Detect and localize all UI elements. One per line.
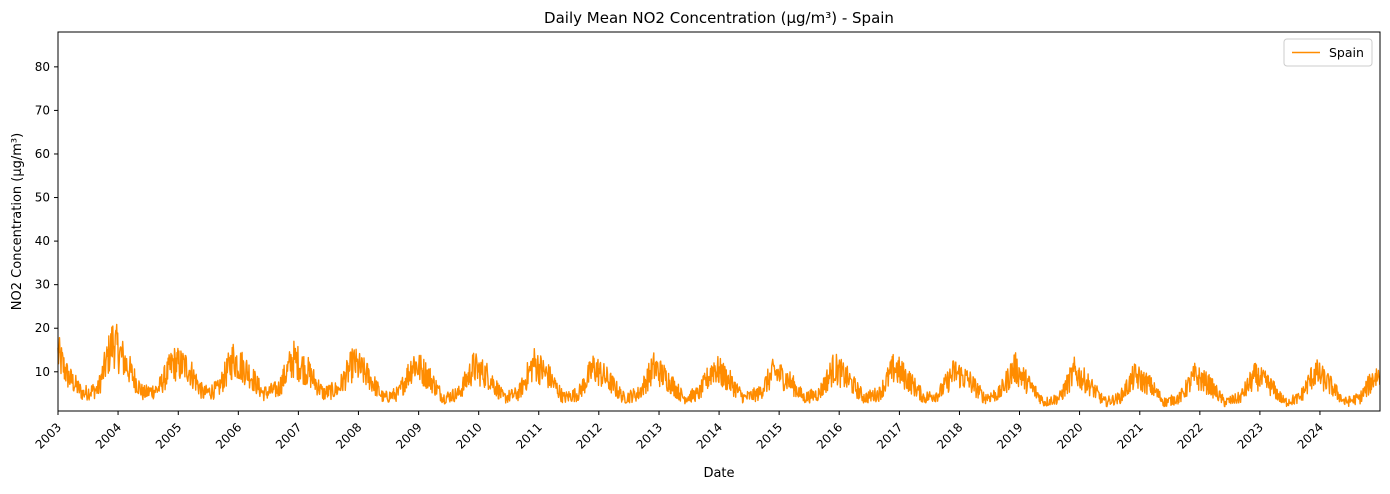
x-tick-label: 2010 — [453, 420, 484, 451]
y-tick-label: 10 — [35, 365, 50, 379]
chart-title: Daily Mean NO2 Concentration (µg/m³) - S… — [544, 9, 894, 27]
x-tick-label: 2009 — [393, 420, 424, 451]
x-tick-label: 2011 — [513, 420, 544, 451]
x-tick-label: 2023 — [1235, 420, 1266, 451]
x-tick-label: 2008 — [333, 420, 364, 451]
y-axis: 10 20 30 40 50 60 70 80 — [35, 60, 58, 379]
x-tick-label: 2024 — [1295, 420, 1326, 451]
x-tick-label: 2021 — [1114, 420, 1145, 451]
x-tick-label: 2016 — [814, 420, 845, 451]
x-tick-label: 2014 — [694, 420, 725, 451]
y-tick-label: 70 — [35, 103, 50, 117]
y-tick-label: 20 — [35, 321, 50, 335]
x-tick-label: 2006 — [213, 420, 244, 451]
legend: Spain — [1283, 38, 1373, 67]
x-tick-label: 2017 — [874, 420, 905, 451]
legend-label: Spain — [1329, 45, 1364, 60]
legend-box — [1283, 38, 1373, 67]
x-tick-label: 2012 — [573, 420, 604, 451]
y-tick-label: 40 — [35, 234, 50, 248]
y-tick-label: 80 — [35, 60, 50, 74]
y-tick-label: 60 — [35, 147, 50, 161]
x-tick-label: 2022 — [1174, 420, 1205, 451]
series-group — [57, 323, 1381, 408]
x-tick-label: 2003 — [33, 420, 64, 451]
x-tick-label: 2015 — [754, 420, 785, 451]
x-tick-label: 2018 — [934, 420, 965, 451]
x-tick-label: 2013 — [634, 420, 665, 451]
series-line-spain — [57, 323, 1381, 408]
x-tick-label: 2020 — [1054, 420, 1085, 451]
x-axis-label: Date — [703, 466, 734, 481]
y-tick-label: 30 — [35, 278, 50, 292]
y-tick-label: 50 — [35, 191, 50, 205]
y-axis-label: NO2 Concentration (µg/m³) — [10, 133, 25, 310]
x-tick-label: 2004 — [93, 420, 124, 451]
x-tick-label: 2007 — [273, 420, 304, 451]
plot-frame — [57, 31, 1381, 412]
x-axis: 2003 2004 2005 2006 2007 2008 2009 2010 2011 2012… — [33, 411, 1326, 452]
x-tick-label: 2019 — [994, 420, 1025, 451]
x-tick-label: 2005 — [153, 420, 184, 451]
